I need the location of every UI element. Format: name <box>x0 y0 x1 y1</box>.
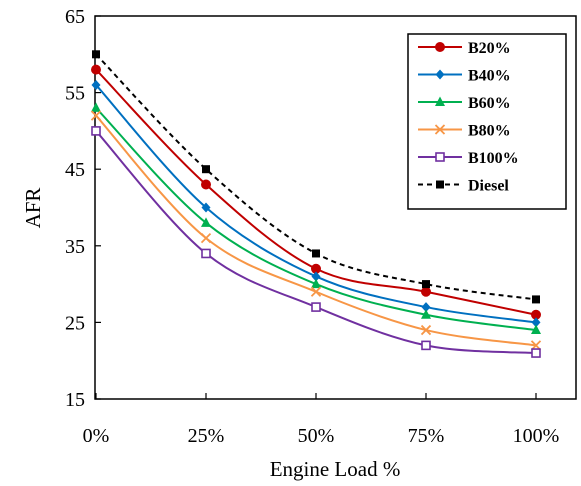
legend-marker <box>436 180 444 189</box>
legend-entry: B80% <box>418 123 511 140</box>
data-point <box>311 278 321 289</box>
legend-entry: B20% <box>418 40 511 57</box>
x-tick-label: 100% <box>513 425 560 447</box>
series-b100-pct <box>91 126 541 358</box>
data-point <box>421 286 431 297</box>
legend-entry: B100% <box>418 150 519 167</box>
data-point <box>531 348 541 358</box>
legend-frame <box>407 33 567 210</box>
x-tick-label: 50% <box>298 425 335 447</box>
y-tick-label: 25 <box>65 312 85 334</box>
data-point <box>201 179 211 190</box>
series-b20-pct <box>91 64 541 320</box>
legend: B20% B40% B60% B80% B100% Diesel <box>407 33 567 210</box>
series-b60-pct <box>91 102 541 335</box>
data-point <box>310 286 322 297</box>
series-diesel <box>92 50 540 304</box>
plot-frame <box>94 15 577 400</box>
axis-ticks: 15 25 35 45 55 65 0% 25% 50% 75% 100% <box>65 6 559 447</box>
x-tick-label: 75% <box>408 425 445 447</box>
x-tick-label: 0% <box>83 425 110 447</box>
legend-label: B60% <box>468 95 511 112</box>
legend-label: B20% <box>468 40 511 57</box>
data-point <box>202 165 210 174</box>
series-b40-pct <box>91 79 541 328</box>
x-axis-title: Engine Load % <box>270 457 401 481</box>
series-line <box>95 114 537 347</box>
data-point <box>91 126 101 136</box>
data-point <box>421 340 431 351</box>
legend-label: B80% <box>468 123 511 140</box>
data-point <box>201 202 211 213</box>
data-point <box>422 280 430 289</box>
y-tick-label: 35 <box>65 236 85 258</box>
legend-label: B40% <box>468 68 511 85</box>
data-point <box>531 317 541 328</box>
legend-entry: Diesel <box>418 178 509 195</box>
data-point <box>91 79 101 90</box>
y-tick-label: 45 <box>65 159 85 181</box>
data-point <box>421 302 431 313</box>
x-tick-label: 25% <box>188 425 225 447</box>
legend-marker <box>435 96 445 106</box>
data-point <box>201 248 211 259</box>
legend-marker <box>435 69 445 80</box>
data-point <box>200 233 212 244</box>
series-line <box>95 53 537 301</box>
series-layer <box>90 50 542 358</box>
legend-entry: B40% <box>418 68 511 85</box>
data-point <box>420 324 432 336</box>
y-axis-title: AFR <box>21 188 45 229</box>
legend-label: Diesel <box>468 178 509 195</box>
series-line <box>95 84 537 324</box>
data-point <box>201 217 211 227</box>
y-tick-label: 65 <box>65 6 85 28</box>
data-point <box>311 302 321 312</box>
data-point <box>421 309 431 319</box>
data-point <box>92 50 100 59</box>
data-point <box>91 102 101 112</box>
data-point <box>91 64 101 75</box>
series-line <box>95 68 537 316</box>
data-point <box>90 110 102 121</box>
data-point <box>531 324 541 335</box>
data-point <box>311 271 321 282</box>
y-tick-label: 55 <box>65 83 85 105</box>
y-tick-label: 15 <box>65 389 85 411</box>
legend-entry: B60% <box>418 95 511 112</box>
data-point <box>312 249 320 258</box>
legend-label: B100% <box>468 150 519 167</box>
legend-marker <box>435 42 445 52</box>
series-b80-pct <box>90 110 542 351</box>
legend-marker <box>435 152 445 162</box>
data-point <box>532 295 540 304</box>
legend-marker <box>434 124 446 135</box>
series-line <box>95 107 537 332</box>
